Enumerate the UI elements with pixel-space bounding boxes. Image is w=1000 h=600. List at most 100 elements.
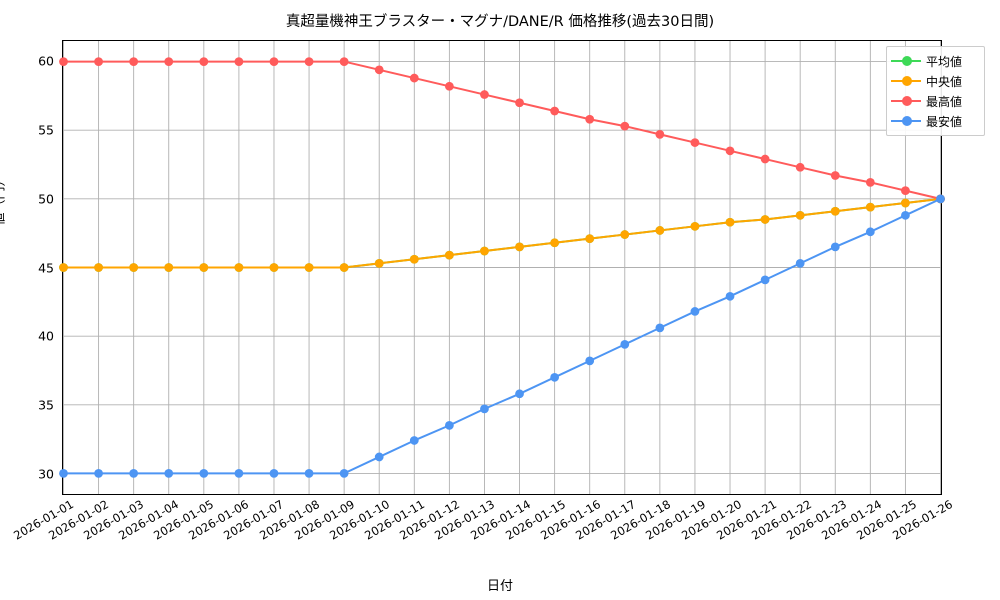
chart-legend[interactable]: 平均値中央値最高値最安値: [886, 46, 985, 136]
data-point-marker: [725, 217, 735, 227]
data-point-marker: [655, 323, 665, 333]
data-point-marker: [59, 469, 68, 478]
series-line: [62, 197, 942, 269]
data-point-marker: [515, 98, 524, 108]
data-point-marker: [830, 171, 840, 180]
data-point-marker: [304, 469, 314, 478]
data-point-marker: [199, 469, 209, 478]
data-series-layer: [59, 57, 945, 478]
data-point-marker: [234, 57, 244, 66]
legend-item[interactable]: 最安値: [891, 111, 979, 131]
data-point-marker: [550, 238, 560, 248]
data-point-marker: [725, 146, 735, 156]
data-point-marker: [444, 250, 454, 260]
legend-label: 平均値: [926, 54, 963, 69]
data-point-marker: [199, 57, 209, 66]
data-point-marker: [830, 206, 840, 216]
data-point-marker: [409, 254, 419, 264]
data-point-marker: [164, 263, 174, 272]
data-point-marker: [304, 57, 314, 66]
data-point-marker: [865, 202, 875, 212]
data-point-marker: [795, 210, 805, 220]
data-point-marker: [59, 263, 68, 272]
y-axis-label: 値（円）: [0, 173, 8, 226]
data-point-marker: [795, 259, 805, 268]
data-point-marker: [901, 186, 910, 196]
y-tick-label: 50: [38, 191, 54, 207]
data-point-marker: [901, 198, 910, 208]
data-point-marker: [585, 234, 595, 244]
data-point-marker: [480, 246, 489, 256]
series-line: [62, 197, 942, 269]
y-tick-label: 60: [38, 53, 54, 69]
data-point-marker: [234, 469, 244, 478]
data-point-marker: [655, 129, 665, 139]
data-point-marker: [901, 210, 910, 220]
chart-title: 真超量機神王ブラスター・マグナ/DANE/R 価格推移(過去30日間): [285, 14, 715, 30]
data-point-marker: [129, 263, 139, 272]
data-point-marker: [620, 121, 630, 131]
data-point-marker: [409, 436, 419, 445]
data-point-marker: [129, 469, 139, 478]
data-point-marker: [936, 194, 945, 204]
data-point-marker: [795, 162, 805, 172]
data-point-marker: [760, 154, 770, 164]
data-point-marker: [269, 263, 279, 272]
data-point-marker: [865, 227, 875, 237]
data-point-marker: [585, 356, 595, 366]
data-point-marker: [269, 57, 279, 66]
legend-item[interactable]: 中央値: [891, 71, 979, 91]
legend-color-swatch: [891, 114, 921, 128]
data-point-marker: [94, 57, 103, 66]
data-point-marker: [374, 452, 384, 462]
data-point-marker: [690, 307, 700, 316]
y-tick-label: 45: [38, 260, 54, 275]
y-tick-label: 40: [38, 328, 54, 344]
data-point-marker: [374, 259, 384, 268]
data-point-marker: [480, 90, 489, 99]
legend-color-swatch: [891, 54, 921, 68]
data-point-marker: [690, 138, 700, 147]
data-point-marker: [409, 73, 419, 83]
series-line: [62, 60, 942, 200]
data-point-marker: [164, 469, 174, 478]
data-point-marker: [59, 57, 68, 66]
legend-label: 中央値: [926, 74, 963, 89]
data-point-marker: [339, 469, 349, 478]
legend-item[interactable]: 平均値: [891, 51, 979, 71]
y-tick-label: 30: [38, 466, 54, 482]
data-point-marker: [515, 389, 524, 399]
data-point-marker: [94, 469, 103, 478]
data-point-marker: [620, 339, 630, 349]
data-point-marker: [444, 81, 454, 91]
data-point-marker: [760, 275, 770, 285]
data-point-marker: [339, 57, 349, 66]
data-point-marker: [830, 242, 840, 252]
data-point-marker: [865, 178, 875, 187]
data-point-marker: [129, 57, 139, 66]
data-point-marker: [620, 230, 630, 239]
data-point-marker: [304, 263, 314, 272]
data-point-marker: [269, 469, 279, 478]
data-point-marker: [234, 263, 244, 272]
legend-label: 最安値: [926, 114, 963, 129]
data-point-marker: [444, 420, 454, 430]
data-point-marker: [199, 263, 209, 272]
legend-label: 最高値: [926, 94, 963, 109]
x-axis-tick-labels: 2026-01-01 2026-01-02 2026-01-03 2026-01-04…: [11, 497, 955, 577]
legend-color-swatch: [891, 94, 921, 108]
data-point-marker: [725, 291, 735, 301]
data-point-marker: [480, 404, 489, 414]
data-point-marker: [164, 57, 174, 66]
series-line: [62, 197, 942, 475]
legend-item[interactable]: 最高値: [891, 91, 979, 111]
y-tick-label: 55: [38, 122, 54, 138]
data-point-marker: [339, 263, 349, 272]
data-point-marker: [515, 242, 524, 252]
data-point-marker: [94, 263, 103, 272]
data-point-marker: [550, 106, 560, 116]
data-point-marker: [585, 114, 595, 124]
y-axis-tick-labels: 30 35 40 45 50 55 60: [8, 40, 54, 495]
data-point-marker: [550, 372, 560, 382]
